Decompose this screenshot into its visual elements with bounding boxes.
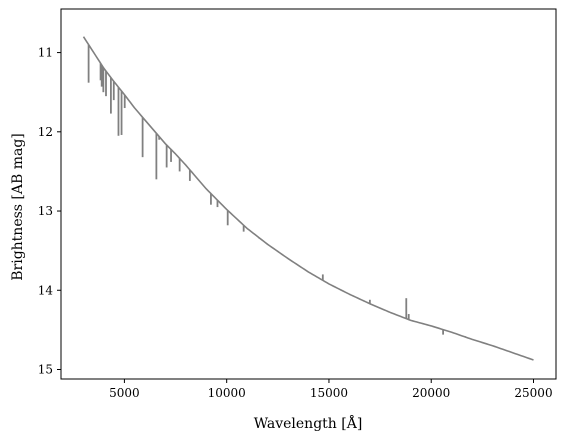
- x-tick-label: 25000: [514, 386, 552, 400]
- plot-frame: [60, 8, 557, 380]
- x-tick-label: 20000: [412, 386, 450, 400]
- y-tick-label: 14: [38, 283, 54, 297]
- axes: 5000 10000 15000 20000 25000 11 12 13 14 15: [38, 8, 557, 400]
- spectrum-continuum-line: [82, 36, 534, 361]
- y-tick-label: 15: [38, 362, 53, 376]
- y-tick-label: 11: [38, 46, 53, 60]
- x-axis-label: Wavelength [Å]: [254, 414, 363, 432]
- y-tick-label: 12: [38, 125, 53, 139]
- x-tick-label: 10000: [208, 386, 246, 400]
- x-tick-label: 15000: [310, 386, 348, 400]
- x-tick-label: 5000: [109, 386, 140, 400]
- y-tick-label: 13: [38, 204, 53, 218]
- plot-area: [82, 36, 534, 361]
- y-axis-label: Brightness [AB mag]: [10, 133, 26, 281]
